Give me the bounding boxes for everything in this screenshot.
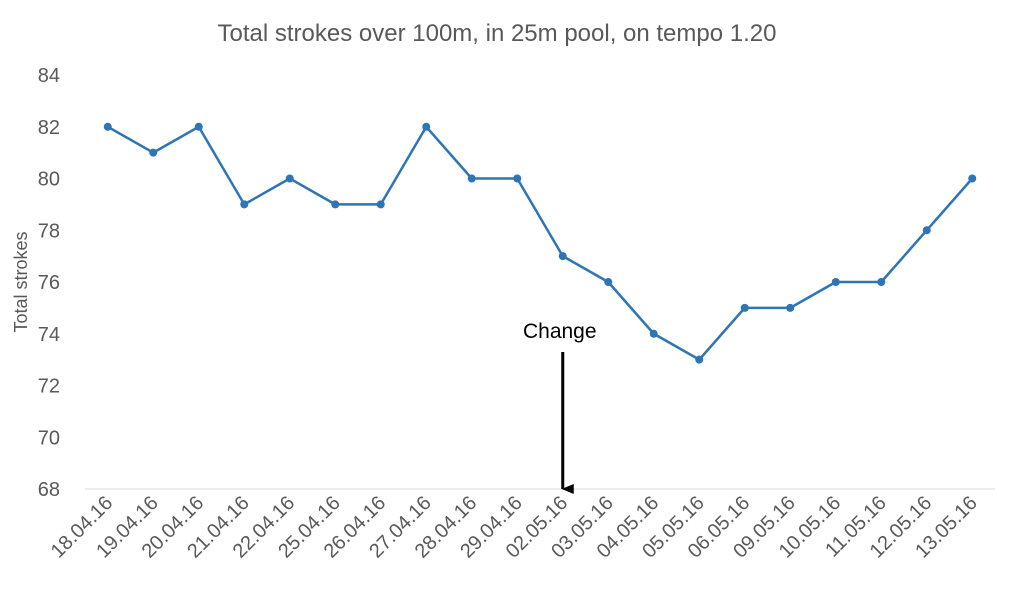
- annotations: Change: [523, 320, 597, 494]
- y-axis-title: Total strokes: [11, 231, 31, 332]
- y-tick-label: 72: [38, 376, 60, 398]
- y-axis-ticks: 68 70 72 74 76 78 80 82 84: [38, 65, 60, 501]
- data-point: [422, 122, 431, 131]
- chart-title: Total strokes over 100m, in 25m pool, on…: [218, 20, 777, 47]
- y-tick-label: 80: [38, 169, 60, 191]
- data-point: [285, 174, 294, 183]
- y-tick-label: 78: [38, 220, 60, 242]
- data-point: [831, 278, 840, 286]
- data-point: [467, 174, 476, 183]
- y-tick-label: 76: [38, 272, 60, 294]
- series-points: [103, 122, 977, 364]
- data-point: [922, 226, 931, 235]
- y-tick-label: 82: [38, 117, 60, 139]
- y-tick-label: 74: [38, 324, 60, 346]
- data-point: [331, 200, 340, 209]
- data-point: [513, 174, 522, 183]
- data-point: [786, 303, 795, 312]
- y-tick-label: 70: [38, 427, 60, 449]
- data-point: [604, 278, 613, 286]
- data-point: [695, 355, 704, 364]
- data-point: [877, 278, 886, 286]
- data-point: [649, 329, 658, 338]
- data-point: [740, 303, 749, 312]
- data-point: [103, 122, 112, 131]
- data-point: [240, 200, 249, 209]
- y-tick-label: 68: [38, 479, 60, 501]
- data-point: [968, 174, 977, 183]
- annotation-label: Change: [523, 320, 597, 343]
- x-axis-ticks: 18.04.1619.04.1620.04.1621.04.1622.04.16…: [47, 492, 982, 563]
- y-tick-label: 84: [38, 65, 60, 87]
- series-line: [107, 125, 974, 361]
- data-point: [558, 252, 567, 261]
- data-point: [149, 148, 158, 157]
- data-point: [376, 200, 385, 209]
- data-point: [194, 122, 203, 131]
